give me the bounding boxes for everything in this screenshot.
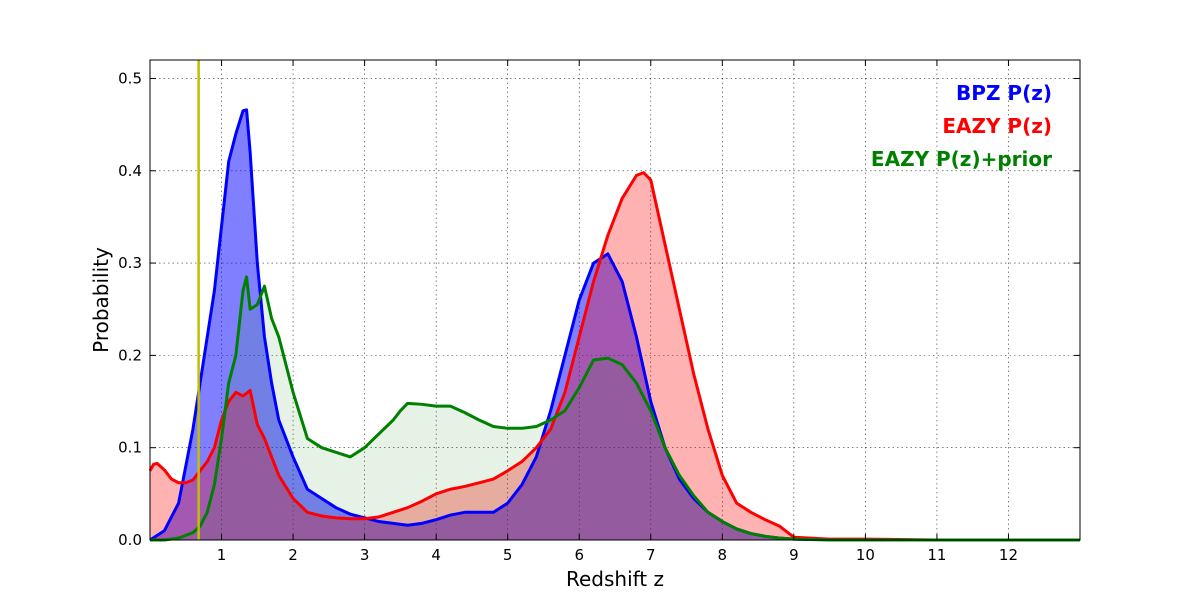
y-tick-label: 0.5 — [118, 69, 142, 87]
series-line-2 — [150, 275, 1080, 542]
y-tick-label: 0.0 — [118, 531, 142, 549]
series-fill-1 — [150, 172, 1080, 540]
series-line-1 — [148, 171, 1080, 542]
legend-entry: EAZY P(z)+prior — [871, 147, 1052, 171]
y-tick-label: 0.3 — [118, 254, 142, 272]
x-tick-label: 6 — [574, 546, 584, 564]
plot-frame — [149, 59, 1081, 541]
series-lines — [148, 108, 1080, 542]
y-axis-label: Probability — [89, 247, 113, 353]
legend-entry: BPZ P(z) — [956, 81, 1052, 105]
x-tick-label: 5 — [503, 546, 513, 564]
x-axis-ticks: 1 2 3 4 5 6 7 8 9 10 11 12 — [217, 60, 1018, 564]
x-tick-label: 12 — [999, 546, 1018, 564]
legend: BPZ P(z) EAZY P(z) EAZY P(z)+prior — [871, 81, 1052, 171]
x-tick-label: 9 — [789, 546, 799, 564]
x-tick-label: 11 — [927, 546, 946, 564]
y-axis-ticks: 0.0 0.1 0.2 0.3 0.4 0.5 — [118, 69, 1080, 549]
y-tick-label: 0.4 — [118, 162, 142, 180]
x-tick-label: 10 — [856, 546, 875, 564]
x-tick-label: 1 — [217, 546, 227, 564]
legend-entry: EAZY P(z) — [942, 114, 1052, 138]
x-tick-label: 4 — [431, 546, 441, 564]
y-tick-label: 0.1 — [118, 439, 142, 457]
x-tick-label: 3 — [360, 546, 370, 564]
y-tick-label: 0.2 — [118, 346, 142, 364]
x-axis-label: Redshift z — [566, 567, 664, 591]
x-tick-label: 8 — [718, 546, 728, 564]
x-tick-label: 2 — [288, 546, 298, 564]
series-fill-2 — [150, 276, 1080, 540]
series-fill-0 — [150, 109, 1080, 540]
x-tick-label: 7 — [646, 546, 656, 564]
series-fills — [150, 109, 1080, 540]
